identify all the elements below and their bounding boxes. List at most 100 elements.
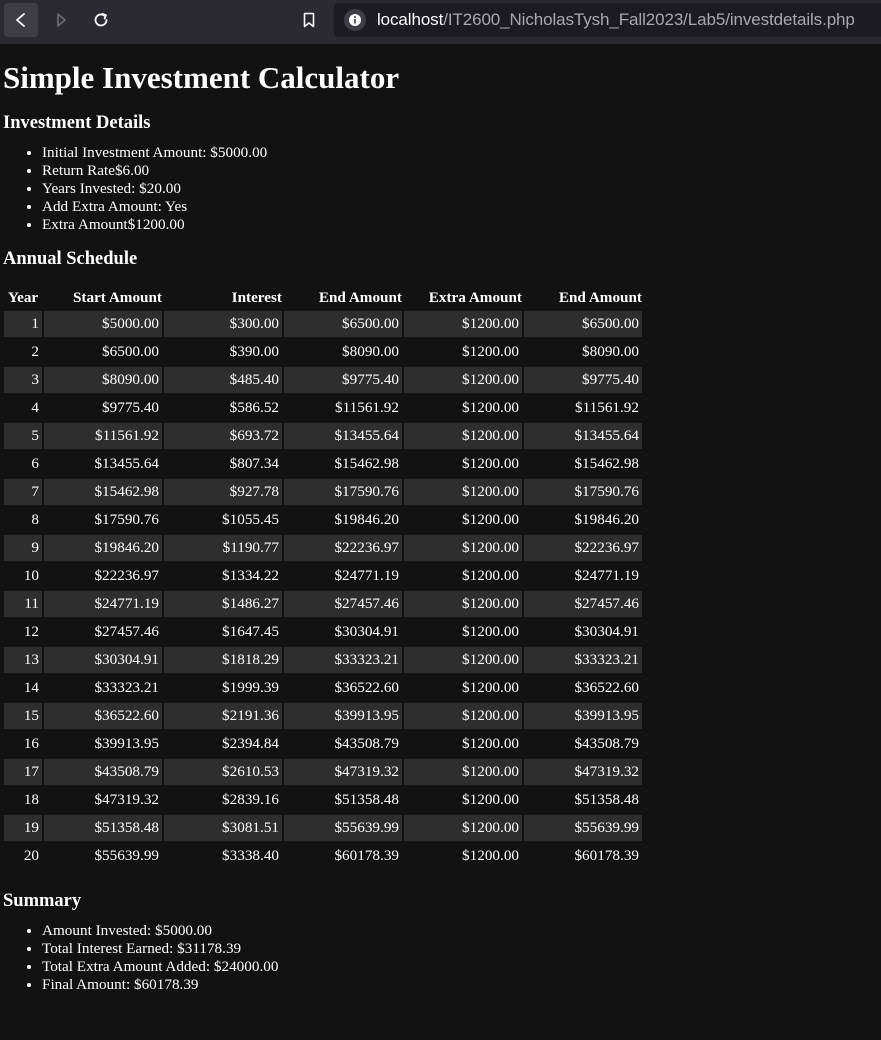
- cell-end-amount-2: $27457.46: [524, 590, 642, 617]
- back-button[interactable]: [4, 3, 38, 37]
- cell-end-amount: $43508.79: [334, 734, 399, 752]
- detail-years-invested: Years Invested: $20.00: [42, 180, 878, 198]
- summary-heading: Summary: [3, 890, 82, 911]
- cell-interest: $693.72: [164, 422, 282, 449]
- cell-end-amount: $19846.20: [334, 510, 399, 528]
- schedule-body: 1 $5000.00 $300.00 $6500.00 $1200.00 $6500.00…: [4, 310, 642, 869]
- detail-extra-amount: Extra Amount$1200.00: [42, 216, 878, 234]
- cell-end-amount: $33323.21: [284, 646, 402, 673]
- detail-return-rate: Return Rate$6.00: [42, 162, 878, 180]
- cell-end-amount: $55639.99: [284, 814, 402, 841]
- cell-interest: $300.00: [164, 310, 282, 337]
- cell-extra-amount: $1200.00: [462, 510, 519, 528]
- cell-start-amount: $13455.64: [94, 454, 159, 472]
- reload-icon: [94, 12, 108, 27]
- cell-end-amount-2: $22236.97: [524, 534, 642, 561]
- cell-end-amount: $6500.00: [284, 310, 402, 337]
- cell-end-amount: $36522.60: [334, 678, 399, 696]
- schedule-heading: Annual Schedule: [3, 249, 138, 270]
- table-row: 9 $19846.20 $1190.77 $22236.97 $1200.00 $2223…: [4, 534, 642, 561]
- cell-extra-amount: $1200.00: [404, 422, 522, 449]
- table-row: 1 $5000.00 $300.00 $6500.00 $1200.00 $6500.00: [4, 310, 642, 337]
- cell-extra-amount: $1200.00: [404, 478, 522, 505]
- cell-end-amount: $22236.97: [284, 534, 402, 561]
- cell-end-amount-2: $6500.00: [524, 310, 642, 337]
- cell-interest: $2191.36: [164, 702, 282, 729]
- cell-start-amount: $24771.19: [44, 590, 162, 617]
- cell-extra-amount: $1200.00: [462, 678, 519, 696]
- cell-year: 12: [23, 622, 39, 640]
- cell-start-amount: $36522.60: [44, 702, 162, 729]
- detail-initial-amount: Initial Investment Amount: $5000.00: [42, 144, 878, 162]
- cell-interest: $1647.45: [222, 622, 279, 640]
- cell-interest: $390.00: [229, 342, 279, 360]
- reload-button[interactable]: [84, 3, 118, 37]
- cell-start-amount: $17590.76: [94, 510, 159, 528]
- cell-extra-amount: $1200.00: [462, 790, 519, 808]
- summary-total-extra: Total Extra Amount Added: $24000.00: [42, 958, 878, 976]
- forward-button[interactable]: [44, 3, 78, 37]
- cell-end-amount: $13455.64: [284, 422, 402, 449]
- cell-end-amount-2: $33323.21: [524, 646, 642, 673]
- cell-interest: $1486.27: [164, 590, 282, 617]
- cell-extra-amount: $1200.00: [462, 622, 519, 640]
- cell-year: 15: [4, 702, 42, 729]
- cell-end-amount-2: $24771.19: [574, 566, 639, 584]
- cell-start-amount: $15462.98: [44, 478, 162, 505]
- cell-start-amount: $33323.21: [94, 678, 159, 696]
- cell-start-amount: $30304.91: [44, 646, 162, 673]
- cell-interest: $1055.45: [222, 510, 279, 528]
- address-bar[interactable]: localhost/IT2600_NicholasTysh_Fall2023/L…: [334, 3, 881, 37]
- browser-toolbar: localhost/IT2600_NicholasTysh_Fall2023/L…: [0, 0, 881, 44]
- cell-start-amount: $27457.46: [94, 622, 159, 640]
- cell-end-amount: $11561.92: [335, 398, 399, 416]
- table-row: 10 $22236.97 $1334.22 $24771.19 $1200.00 $247…: [4, 563, 642, 589]
- cell-start-amount: $8090.00: [44, 366, 162, 393]
- cell-start-amount: $55639.99: [94, 846, 159, 864]
- site-info-icon[interactable]: [344, 9, 366, 31]
- cell-year: 1: [4, 310, 42, 337]
- cell-end-amount-2: $43508.79: [574, 734, 639, 752]
- cell-interest: $586.52: [229, 398, 279, 416]
- cell-interest: $2839.16: [222, 790, 279, 808]
- header-extra-amount: Extra Amount: [428, 288, 522, 306]
- url-path: /IT2600_NicholasTysh_Fall2023/Lab5/inves…: [443, 10, 855, 29]
- cell-extra-amount: $1200.00: [404, 310, 522, 337]
- cell-year: 2: [31, 342, 39, 360]
- cell-year: 20: [23, 846, 39, 864]
- bookmark-button[interactable]: [292, 3, 326, 37]
- cell-end-amount: $39913.95: [284, 702, 402, 729]
- cell-end-amount-2: $51358.48: [574, 790, 639, 808]
- summary-amount-invested: Amount Invested: $5000.00: [42, 922, 878, 940]
- table-row: 6 $13455.64 $807.34 $15462.98 $1200.00 $15462…: [4, 451, 642, 477]
- cell-end-amount-2: $55639.99: [524, 814, 642, 841]
- url-host: localhost: [377, 10, 444, 29]
- cell-extra-amount: $1200.00: [404, 646, 522, 673]
- cell-extra-amount: $1200.00: [404, 366, 522, 393]
- cell-year: 4: [31, 398, 39, 416]
- cell-end-amount: $15462.98: [334, 454, 399, 472]
- cell-extra-amount: $1200.00: [462, 342, 519, 360]
- cell-extra-amount: $1200.00: [404, 814, 522, 841]
- info-icon: [349, 14, 361, 26]
- cell-start-amount: $19846.20: [44, 534, 162, 561]
- cell-extra-amount: $1200.00: [462, 566, 519, 584]
- cell-end-amount-2: $15462.98: [574, 454, 639, 472]
- cell-year: 16: [23, 734, 39, 752]
- cell-interest: $1818.29: [164, 646, 282, 673]
- table-row: 17 $43508.79 $2610.53 $47319.32 $1200.00 $473…: [4, 758, 642, 785]
- cell-year: 18: [23, 790, 39, 808]
- table-row: 2 $6500.00 $390.00 $8090.00 $1200.00 $8090.00: [4, 339, 642, 365]
- cell-interest: $2610.53: [164, 758, 282, 785]
- cell-end-amount-2: $30304.91: [574, 622, 639, 640]
- cell-interest: $2394.84: [222, 734, 279, 752]
- forward-arrow-icon: [57, 13, 66, 27]
- cell-year: 14: [23, 678, 39, 696]
- cell-interest: $927.78: [164, 478, 282, 505]
- cell-end-amount-2: $60178.39: [574, 846, 639, 864]
- cell-extra-amount: $1200.00: [404, 758, 522, 785]
- cell-extra-amount: $1200.00: [462, 734, 519, 752]
- cell-extra-amount: $1200.00: [404, 590, 522, 617]
- cell-start-amount: $39913.95: [94, 734, 159, 752]
- cell-end-amount: $9775.40: [284, 366, 402, 393]
